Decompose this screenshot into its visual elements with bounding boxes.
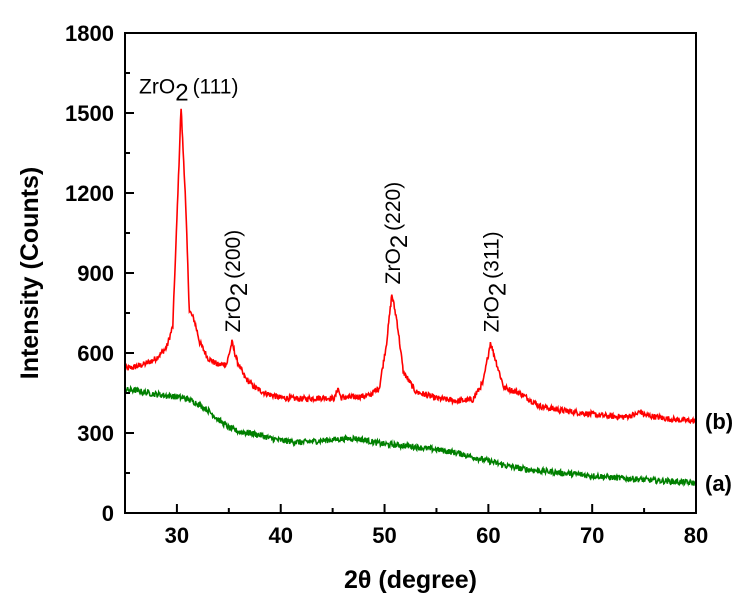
- x-tick-label: 60: [476, 523, 500, 548]
- plot-lines: [124, 108, 697, 487]
- peak-label: ZrO2(200): [222, 230, 253, 333]
- series-label: (a): [705, 471, 732, 496]
- y-tick-label: 300: [77, 421, 114, 446]
- x-tick-label: 70: [580, 523, 604, 548]
- peak-label: ZrO2(311): [480, 231, 511, 332]
- peak-label: ZrO2 (111): [139, 76, 238, 107]
- y-tick-label: 1800: [65, 21, 114, 46]
- plot-frame: [124, 32, 697, 514]
- series-line-b: [124, 108, 697, 425]
- y-axis: 0 300 600 900 1200 1500 1800: [65, 21, 134, 526]
- y-tick-label: 1500: [65, 101, 114, 126]
- y-tick-label: 600: [77, 341, 114, 366]
- series-line-a: [124, 384, 697, 487]
- series-labels: (b) (a): [705, 409, 733, 496]
- series-label: (b): [705, 409, 733, 434]
- y-tick-label: 0: [102, 501, 114, 526]
- x-axis-title: 2θ (degree): [344, 566, 477, 594]
- x-tick-label: 30: [165, 523, 189, 548]
- y-tick-label: 1200: [65, 181, 114, 206]
- x-axis: 30 40 50 60 70 80: [124, 504, 708, 548]
- x-tick-label: 40: [268, 523, 292, 548]
- peak-annotations: ZrO2 (111) ZrO2(200) ZrO2(220) ZrO2(311): [139, 76, 511, 333]
- x-tick-label: 50: [372, 523, 396, 548]
- peak-label: ZrO2(220): [382, 182, 413, 285]
- y-axis-title: Intensity (Counts): [16, 167, 44, 380]
- x-tick-label: 80: [684, 523, 708, 548]
- y-tick-label: 900: [77, 261, 114, 286]
